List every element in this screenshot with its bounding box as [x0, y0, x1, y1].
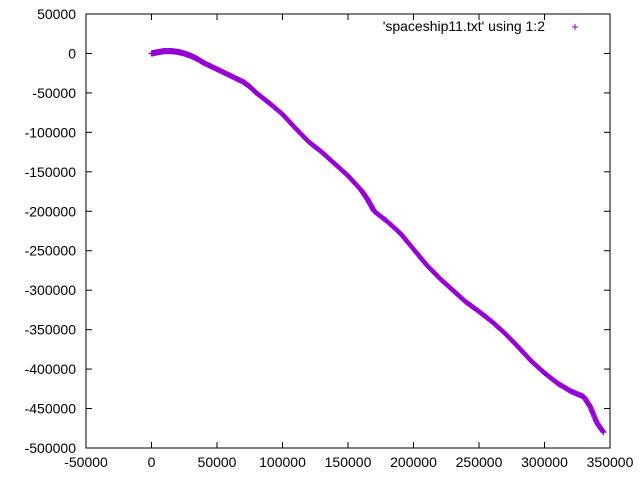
axis-tick-labels: -50000 0 50000 100000 150000 200000 250000 3000… — [25, 6, 634, 470]
y-tick-label: -500000 — [25, 440, 77, 456]
x-tick-label: -50000 — [64, 454, 108, 470]
x-tick-label: 100000 — [259, 454, 306, 470]
legend-marker — [572, 24, 578, 30]
x-tick-label: 150000 — [325, 454, 372, 470]
x-tick-label: 50000 — [198, 454, 237, 470]
y-tick-label: -50000 — [32, 85, 76, 101]
axis-ticks — [85, 13, 611, 449]
y-tick-label: 0 — [68, 45, 76, 61]
y-tick-label: -400000 — [25, 361, 77, 377]
x-tick-label: 250000 — [456, 454, 503, 470]
data-points — [148, 48, 607, 436]
data-point — [600, 429, 607, 436]
y-tick-label: -250000 — [25, 243, 77, 259]
y-tick-label: 50000 — [37, 6, 76, 22]
x-tick-label: 350000 — [587, 454, 634, 470]
x-tick-label: 300000 — [521, 454, 568, 470]
legend-label: 'spaceship11.txt' using 1:2 — [383, 18, 546, 34]
y-tick-label: -350000 — [25, 322, 77, 338]
y-tick-label: -450000 — [25, 401, 77, 417]
y-tick-label: -100000 — [25, 124, 77, 140]
legend-marker-plus — [572, 24, 578, 30]
y-tick-label: -200000 — [25, 203, 77, 219]
y-tick-label: -300000 — [25, 282, 77, 298]
plot-frame — [85, 13, 611, 449]
x-tick-label: 200000 — [390, 454, 437, 470]
x-tick-label: 0 — [148, 454, 156, 470]
legend: 'spaceship11.txt' using 1:2 — [383, 18, 578, 34]
y-tick-label: -150000 — [25, 164, 77, 180]
